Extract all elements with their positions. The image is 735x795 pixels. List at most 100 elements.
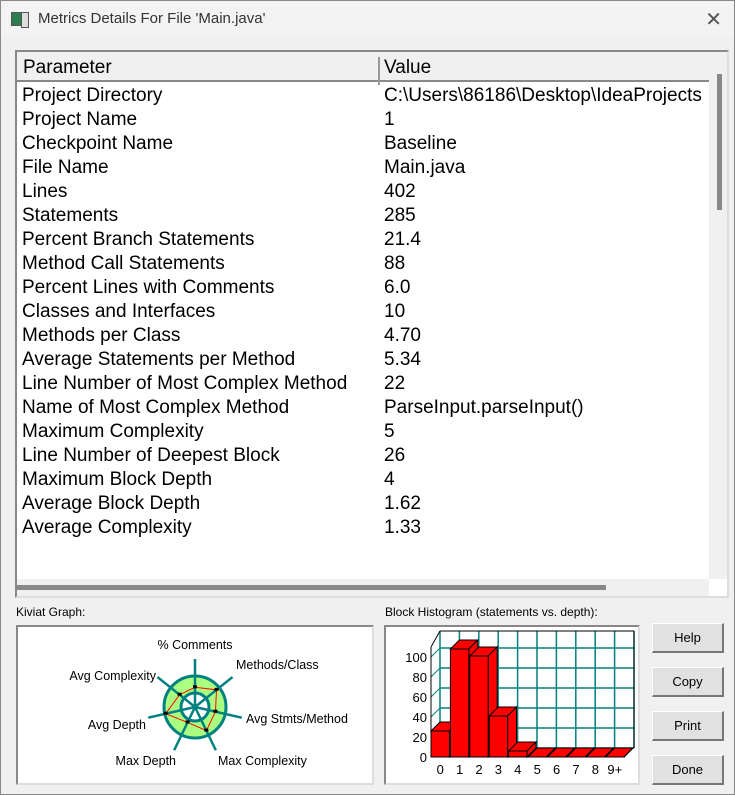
grid-line-side — [430, 647, 441, 658]
kiviat-axis-label: Avg Depth — [88, 718, 146, 732]
table-row[interactable]: File Name Main.java — [17, 155, 709, 179]
grid-line-side — [430, 707, 441, 718]
block-histogram: 0 20 40 60 80 100 0 1 2 3 4 5 6 7 8 9+ — [384, 625, 640, 785]
table-row[interactable]: Percent Branch Statements 21.4 — [17, 227, 709, 251]
bar — [430, 730, 450, 758]
kiviat-label: Kiviat Graph: — [16, 605, 86, 619]
table-row[interactable]: Average Block Depth 1.62 — [17, 491, 709, 515]
value-cell: 88 — [384, 253, 406, 274]
x-tick-label: 0 — [437, 762, 444, 777]
kiviat-axis-label: Max Complexity — [218, 754, 308, 768]
table-row[interactable]: Name of Most Complex Method ParseInput.pa… — [17, 395, 709, 419]
parameter-cell: Name of Most Complex Method — [22, 397, 290, 418]
kiviat-data-point — [177, 692, 182, 696]
table-row[interactable]: Checkpoint Name Baseline — [17, 131, 709, 155]
x-tick-label: 1 — [456, 762, 463, 777]
kiviat-axis-label: % Comments — [157, 638, 232, 652]
parameter-cell: Average Complexity — [22, 517, 192, 538]
column-header-parameter[interactable]: Parameter — [23, 57, 112, 78]
metrics-table: Parameter Value Project Directory C:\User… — [15, 50, 729, 598]
table-row[interactable]: Line Number of Most Complex Method 22 — [17, 371, 709, 395]
help-button[interactable]: Help — [652, 623, 724, 653]
vertical-scrollbar[interactable] — [709, 52, 727, 579]
x-tick-label: 2 — [475, 762, 482, 777]
column-header-value[interactable]: Value — [384, 57, 432, 78]
parameter-cell: Average Statements per Method — [22, 349, 296, 370]
x-tick-label: 5 — [534, 762, 541, 777]
value-cell: 285 — [384, 205, 416, 226]
close-icon[interactable]: ✕ — [705, 9, 722, 31]
kiviat-axis — [194, 705, 243, 719]
y-tick-label: 100 — [405, 650, 427, 665]
y-tick-label: 40 — [413, 710, 427, 725]
table-row[interactable]: Average Statements per Method 5.34 — [17, 347, 709, 371]
parameter-cell: Maximum Block Depth — [22, 469, 213, 490]
value-cell: 1.62 — [384, 493, 421, 514]
title-bar: Metrics Details For File 'Main.java' ✕ — [1, 1, 734, 37]
grid-line-side — [430, 687, 441, 698]
kiviat-axis — [194, 676, 234, 708]
print-button[interactable]: Print — [652, 711, 724, 741]
x-tick-label: 3 — [495, 762, 502, 777]
value-cell: 402 — [384, 181, 416, 202]
y-tick-label: 80 — [413, 670, 427, 685]
table-row[interactable]: Maximum Block Depth 4 — [17, 467, 709, 491]
copy-button[interactable]: Copy — [652, 667, 724, 697]
value-cell: 5.34 — [384, 349, 421, 370]
value-cell: 10 — [384, 301, 406, 322]
value-cell: 4 — [384, 469, 395, 490]
table-row[interactable]: Line Number of Deepest Block 26 — [17, 443, 709, 467]
value-cell: 22 — [384, 373, 406, 394]
horizontal-scrollbar[interactable] — [17, 579, 709, 596]
table-row[interactable]: Method Call Statements 88 — [17, 251, 709, 275]
parameter-cell: Lines — [22, 181, 68, 202]
value-cell: 4.70 — [384, 325, 421, 346]
kiviat-data-point — [163, 711, 168, 715]
table-row[interactable]: Lines 402 — [17, 179, 709, 203]
table-row[interactable]: Average Complexity 1.33 — [17, 515, 709, 539]
window-title: Metrics Details For File 'Main.java' — [38, 10, 266, 27]
kiviat-axis-label: Methods/Class — [236, 658, 319, 672]
table-row[interactable]: Maximum Complexity 5 — [17, 419, 709, 443]
done-button[interactable]: Done — [652, 755, 724, 785]
value-cell: 5 — [384, 421, 395, 442]
vertical-scroll-thumb[interactable] — [717, 74, 722, 210]
table-row[interactable]: Project Directory C:\Users\86186\Desktop\… — [17, 83, 709, 107]
kiviat-axis-label: Avg Stmts/Method — [246, 712, 348, 726]
kiviat-data-polygon — [164, 686, 218, 732]
parameter-cell: Statements — [22, 205, 119, 226]
bar — [469, 655, 489, 758]
column-divider[interactable] — [378, 57, 380, 85]
x-tick-label: 9+ — [607, 762, 622, 777]
bar-side — [565, 747, 576, 758]
value-cell: 1 — [384, 109, 395, 130]
value-cell: Baseline — [384, 133, 457, 154]
kiviat-axis-label: Max Depth — [116, 754, 176, 768]
table-row[interactable]: Classes and Interfaces 10 — [17, 299, 709, 323]
parameter-cell: Average Block Depth — [22, 493, 201, 514]
kiviat-graph: % Comments Methods/Class Avg Stmts/Method M… — [16, 625, 374, 785]
parameter-cell: Checkpoint Name — [22, 133, 174, 154]
table-row[interactable]: Methods per Class 4.70 — [17, 323, 709, 347]
y-tick-label: 20 — [413, 730, 427, 745]
parameter-cell: Line Number of Most Complex Method — [22, 373, 348, 394]
parameter-cell: Line Number of Deepest Block — [22, 445, 280, 466]
table-row[interactable]: Percent Lines with Comments 6.0 — [17, 275, 709, 299]
bar — [508, 750, 528, 758]
horizontal-scroll-thumb[interactable] — [17, 585, 606, 590]
bar — [449, 648, 470, 758]
value-cell: C:\Users\86186\Desktop\IdeaProjects — [384, 85, 702, 106]
value-cell: 6.0 — [384, 277, 411, 298]
value-cell: ParseInput.parseInput() — [384, 397, 584, 418]
table-row[interactable]: Statements 285 — [17, 203, 709, 227]
y-tick-label: 0 — [420, 750, 427, 765]
bar-side — [604, 747, 614, 758]
kiviat-axis — [156, 676, 196, 708]
x-tick-label: 6 — [553, 762, 560, 777]
kiviat-data-point — [185, 720, 190, 724]
parameter-cell: Method Call Statements — [22, 253, 225, 274]
bar — [488, 715, 509, 758]
table-row[interactable]: Project Name 1 — [17, 107, 709, 131]
grid-line-side — [430, 667, 441, 678]
